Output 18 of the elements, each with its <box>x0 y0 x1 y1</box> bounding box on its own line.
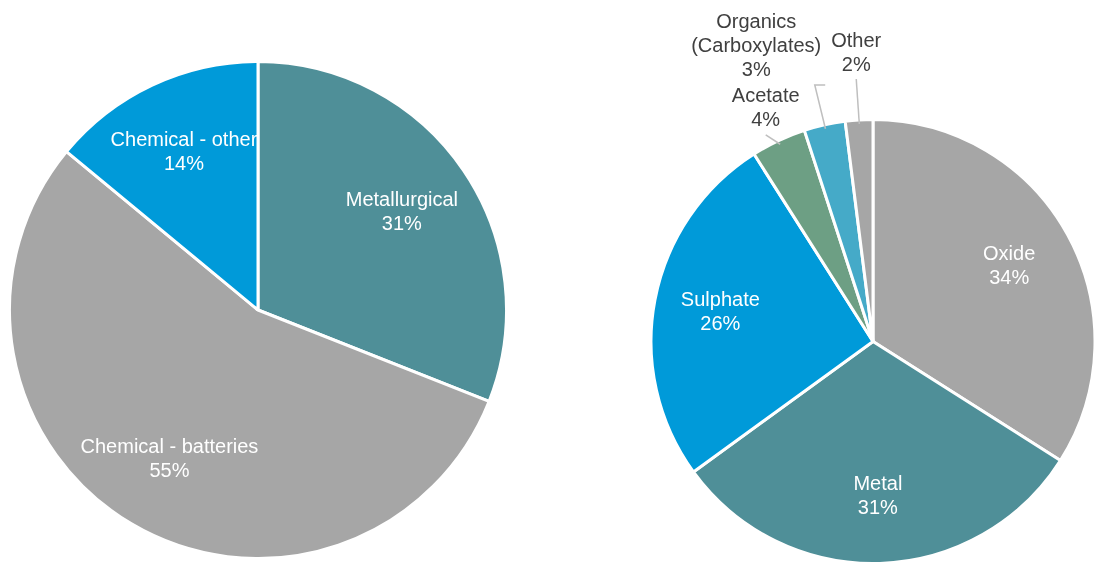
slice-label: Metallurgical <box>345 187 458 210</box>
slice-label: Other <box>831 28 882 51</box>
data-label: 14% <box>163 152 205 175</box>
slice-label: Metal <box>853 472 903 495</box>
slice-label: Oxide <box>983 242 1036 265</box>
data-label: 31% <box>857 496 899 519</box>
data-label: 2% <box>841 52 871 75</box>
slice-label: Sulphate <box>680 287 760 310</box>
slice-label: Organics (Carboxylates) <box>691 10 822 57</box>
data-label: 4% <box>751 108 781 131</box>
slice-label: Acetate <box>731 84 800 107</box>
data-label: 3% <box>741 58 771 81</box>
data-label: 31% <box>381 211 423 234</box>
data-label: 26% <box>700 311 741 334</box>
data-label: 55% <box>149 459 190 482</box>
slice-label: Chemical - batteries <box>80 435 259 458</box>
slice-label: Chemical - other <box>110 128 258 151</box>
data-label: 34% <box>989 266 1030 289</box>
